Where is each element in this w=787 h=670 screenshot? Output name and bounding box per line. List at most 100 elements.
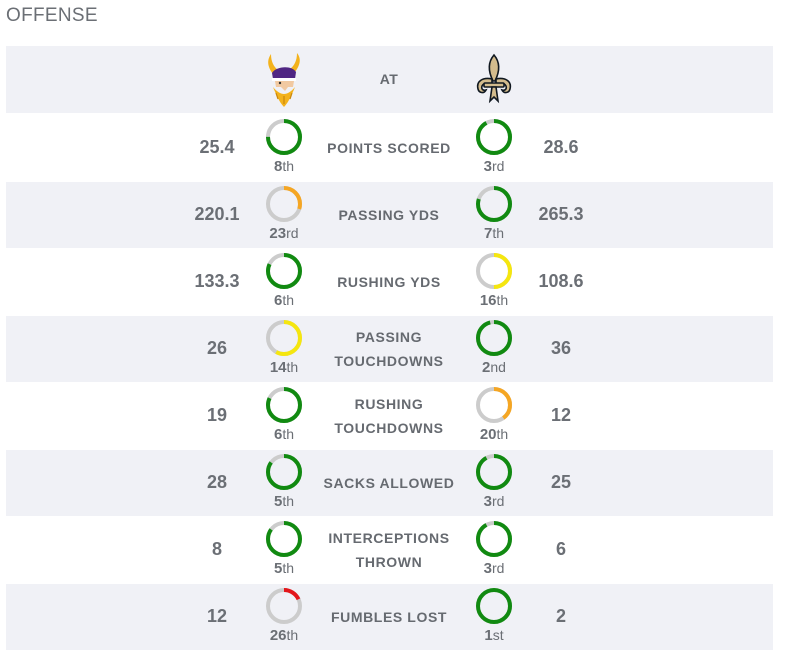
home-rank-ring	[476, 119, 512, 155]
stat-row: 26 14th PASSING TOUCHDOWNS 2nd 36	[6, 316, 773, 382]
stat-label-line: INTERCEPTIONS	[328, 530, 450, 546]
stat-label-line: SACKS ALLOWED	[323, 475, 455, 491]
ring-fill	[476, 186, 512, 222]
ring-fill	[476, 387, 512, 423]
offense-comparison-table: AT 25.4 8th POINTS SCORED 3rd 28.6 220.1 23rd P…	[6, 46, 773, 651]
ring-fill	[266, 387, 302, 423]
home-rank-number: 3	[483, 560, 492, 577]
home-rank-number: 2	[482, 359, 491, 376]
ring-fill	[476, 119, 512, 155]
away-rank: 14th	[260, 359, 308, 376]
away-value: 26	[206, 338, 228, 358]
away-rank-ring	[266, 253, 302, 289]
home-value: 12	[550, 405, 572, 425]
away-rank-number: 23	[269, 225, 287, 242]
away-rank-suffix: th	[282, 158, 295, 174]
home-rank-suffix: th	[492, 225, 505, 241]
home-rank-number: 7	[483, 225, 493, 242]
home-rank-ring	[476, 588, 512, 624]
ring-fill	[266, 588, 302, 624]
away-rank-ring	[266, 521, 302, 557]
stat-label: PASSING YDS	[312, 182, 466, 248]
stat-row: 25.4 8th POINTS SCORED 3rd 28.6	[6, 115, 773, 181]
ring-fill	[266, 320, 302, 356]
stat-row: 8 5th INTERCEPTIONS THROWN 3rd 6	[6, 517, 773, 583]
stat-row: 12 26th FUMBLES LOST 1st 2	[6, 584, 773, 650]
away-rank-number: 5	[273, 493, 283, 510]
home-rank-suffix: th	[496, 292, 509, 308]
stat-label: SACKS ALLOWED	[312, 450, 466, 516]
away-rank-ring	[266, 320, 302, 356]
away-rank: 23rd	[260, 225, 308, 242]
home-rank-suffix: st	[492, 627, 504, 643]
away-rank-suffix: th	[282, 292, 295, 308]
home-rank-suffix: nd	[490, 359, 506, 375]
away-rank-number: 6	[273, 426, 283, 443]
home-rank: 3rd	[470, 493, 518, 510]
ring-fill	[266, 186, 302, 222]
home-rank: 7th	[470, 225, 518, 242]
saints-fleur-de-lis-logo	[476, 53, 512, 104]
home-rank-ring	[476, 320, 512, 356]
away-rank-number: 5	[273, 560, 283, 577]
home-value: 28.6	[543, 137, 579, 157]
home-value: 36	[550, 338, 572, 358]
away-rank: 6th	[260, 426, 308, 443]
home-value: 25	[550, 472, 572, 492]
home-rank: 2nd	[470, 359, 518, 376]
home-rank-suffix: rd	[491, 493, 505, 509]
home-rank-suffix: th	[496, 426, 509, 442]
away-rank-ring	[266, 454, 302, 490]
stat-label: FUMBLES LOST	[312, 584, 466, 650]
ring-fill	[476, 253, 512, 289]
stat-label-text: POINTS SCORED	[327, 136, 451, 160]
stat-label-line: THROWN	[355, 554, 423, 570]
away-rank-suffix: th	[282, 426, 295, 442]
away-value: 25.4	[199, 137, 235, 157]
section-title: OFFENSE	[6, 5, 98, 26]
ring-fill	[476, 454, 512, 490]
away-rank-suffix: rd	[286, 225, 299, 241]
away-rank-suffix: th	[286, 359, 299, 375]
home-rank: 3rd	[470, 158, 518, 175]
away-value: 133.3	[194, 271, 240, 291]
stat-row: 133.3 6th RUSHING YDS 16th 108.6	[6, 249, 773, 315]
stat-label-line: TOUCHDOWNS	[334, 420, 444, 436]
stat-label-text: PASSING YDS	[339, 203, 440, 227]
home-rank-suffix: rd	[491, 560, 505, 576]
ring-fill	[266, 119, 302, 155]
home-rank: 16th	[470, 292, 518, 309]
away-rank: 26th	[260, 627, 308, 644]
away-rank-suffix: th	[282, 560, 295, 576]
home-rank-ring	[476, 521, 512, 557]
away-rank-suffix: th	[286, 627, 299, 643]
away-value: 28	[206, 472, 228, 492]
home-rank-number: 20	[479, 426, 497, 443]
stat-row: 19 6th RUSHING TOUCHDOWNS 20th 12	[6, 383, 773, 449]
away-rank-ring	[266, 588, 302, 624]
home-rank-ring	[476, 387, 512, 423]
ring-fill	[266, 454, 302, 490]
vikings-logo	[268, 53, 300, 107]
stat-label-text: SACKS ALLOWED	[324, 471, 455, 495]
away-rank-ring	[266, 186, 302, 222]
stat-label-line: TOUCHDOWNS	[334, 353, 444, 369]
table-header: AT	[6, 46, 773, 113]
away-value: 19	[206, 405, 228, 425]
home-rank-number: 1	[484, 627, 493, 644]
ring-fill	[266, 521, 302, 557]
home-rank-number: 3	[483, 493, 492, 510]
home-rank-number: 16	[479, 292, 497, 309]
stat-label: PASSING TOUCHDOWNS	[312, 316, 466, 382]
stat-label-line: RUSHING YDS	[337, 274, 441, 290]
stat-row: 220.1 23rd PASSING YDS 7th 265.3	[6, 182, 773, 248]
stat-label-text: FUMBLES LOST	[331, 605, 447, 629]
stat-label: INTERCEPTIONS THROWN	[312, 517, 466, 583]
stat-label-line: RUSHING	[354, 396, 424, 412]
away-value: 220.1	[194, 204, 240, 224]
away-value: 12	[206, 606, 228, 626]
ring-fill	[476, 320, 512, 356]
away-rank-ring	[266, 387, 302, 423]
home-value: 2	[555, 606, 566, 626]
home-value: 108.6	[538, 271, 584, 291]
